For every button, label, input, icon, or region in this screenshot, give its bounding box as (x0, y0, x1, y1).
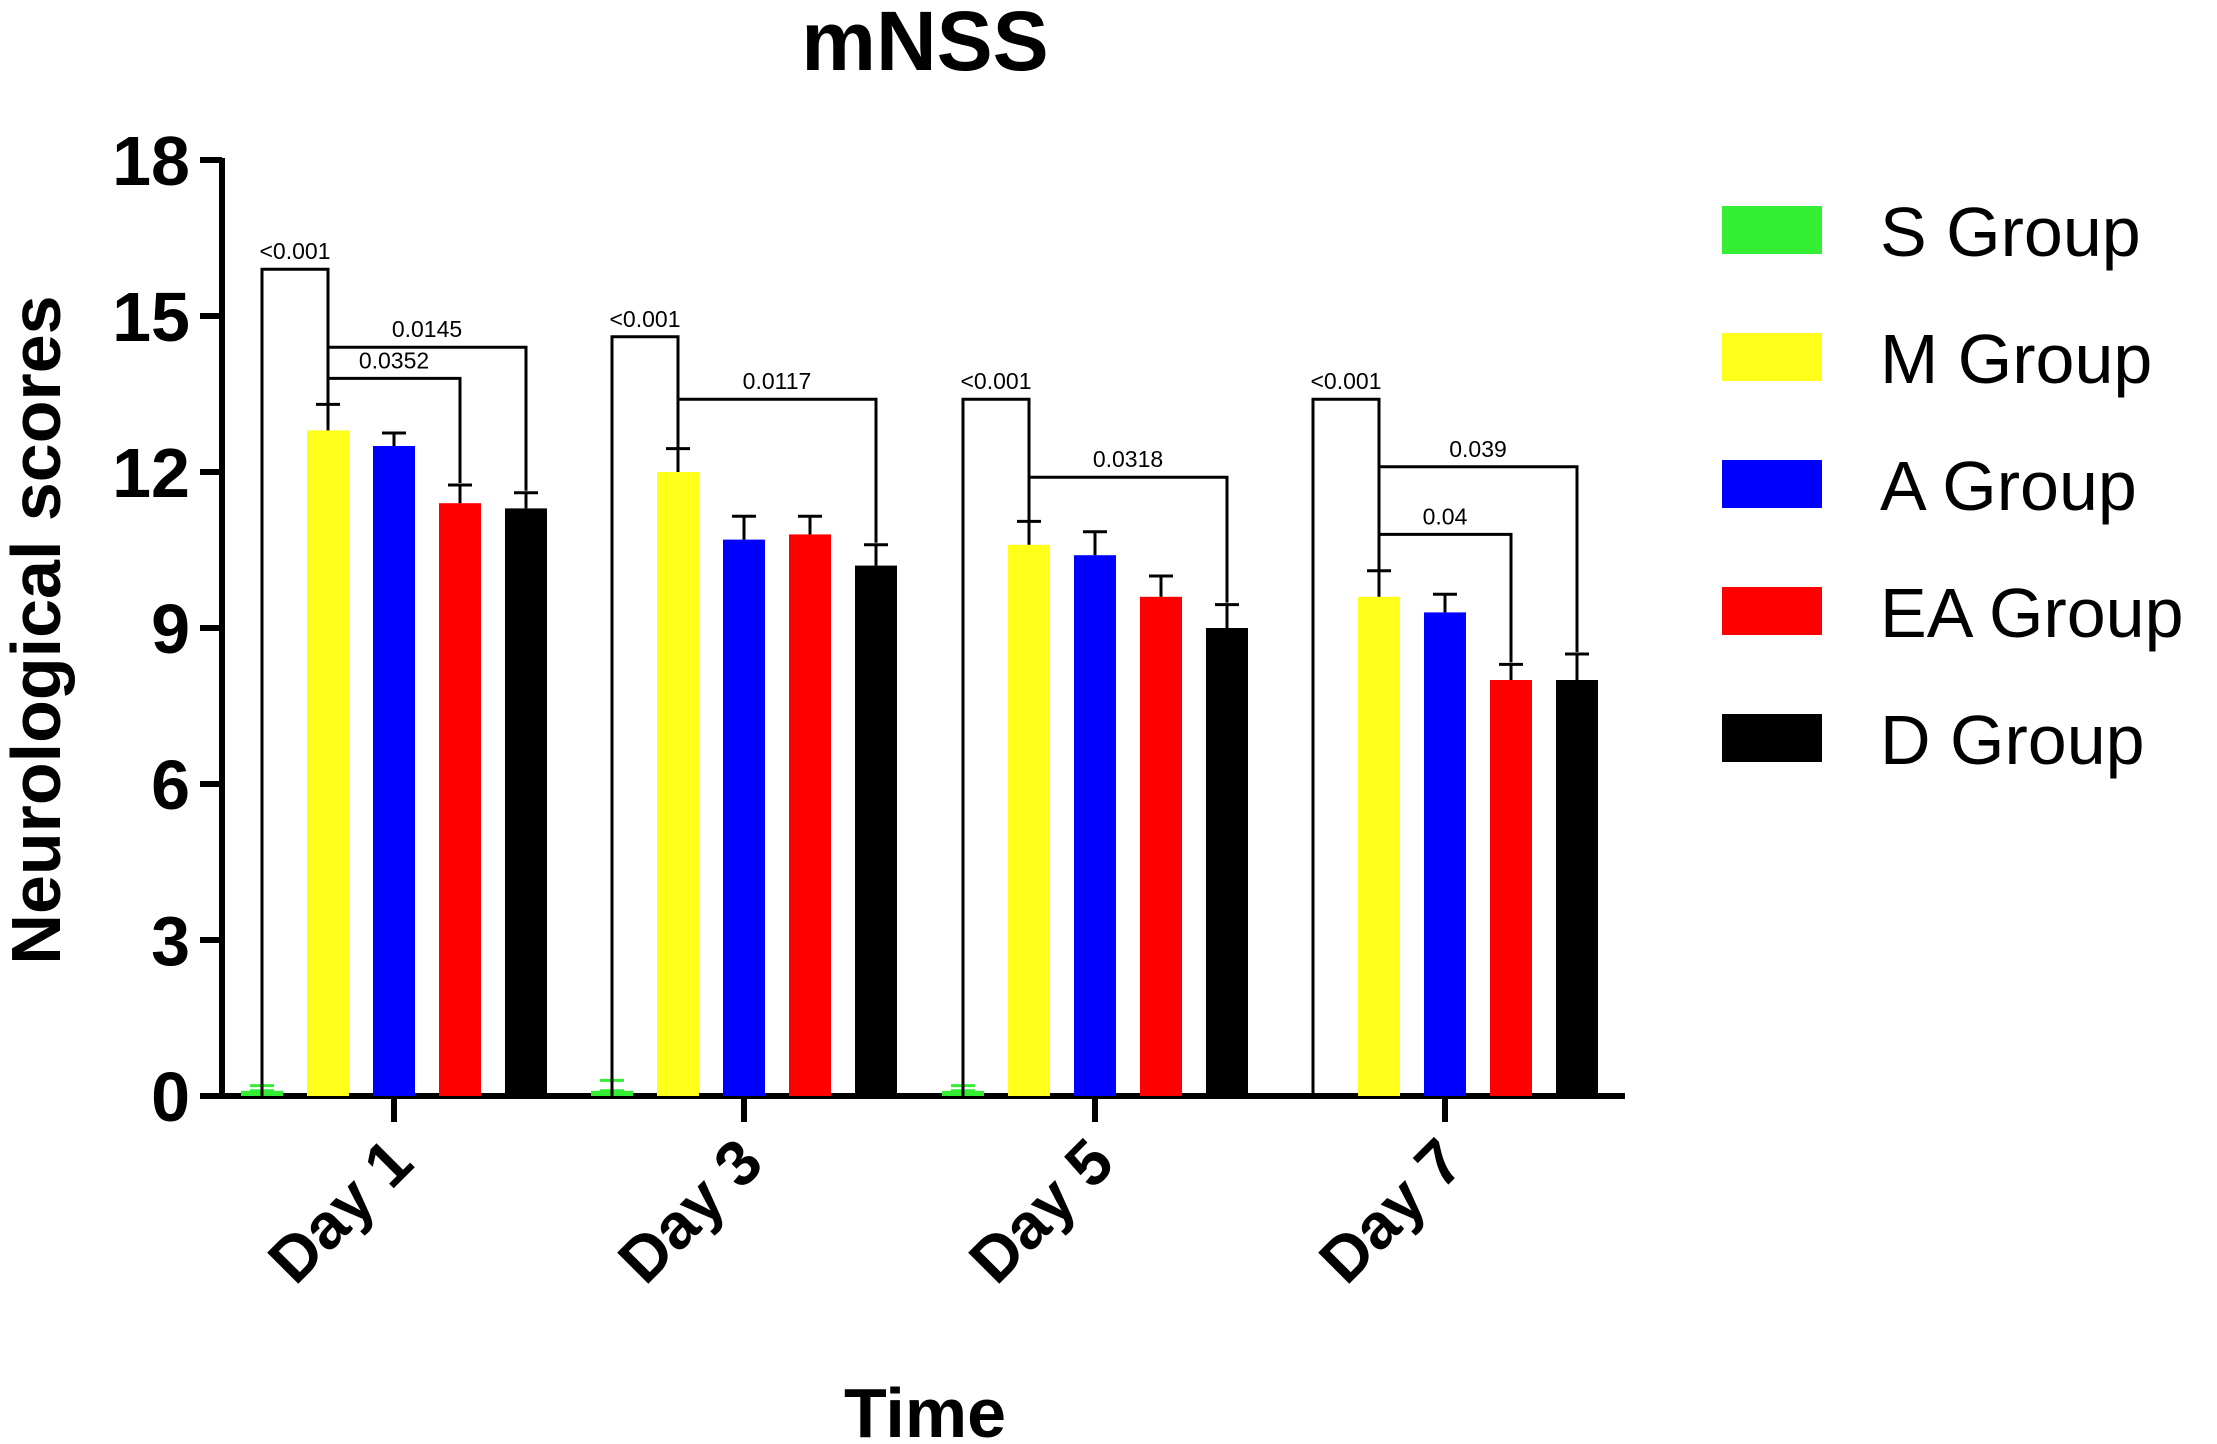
bar-ea-group (789, 534, 831, 1096)
y-tick-label: 3 (151, 902, 190, 980)
significance-label: 0.0117 (743, 368, 812, 394)
legend-swatch (1722, 206, 1822, 254)
legend-label: S Group (1880, 193, 2141, 271)
bar-a-group (1074, 555, 1116, 1096)
x-axis-label: Time (844, 1374, 1006, 1444)
y-tick-label: 9 (151, 590, 190, 668)
bar-d-group (1556, 680, 1598, 1096)
significance-bracket (326, 376, 462, 483)
significance-bracket (1377, 465, 1579, 652)
significance-label: 0.04 (1423, 503, 1468, 529)
y-tick-label: 18 (112, 122, 190, 200)
bar-d-group (1206, 628, 1248, 1096)
legend: S Group M Group A Group EA Group D Group (1722, 193, 2184, 779)
significance-label: <0.001 (610, 306, 681, 332)
bar-a-group (723, 539, 765, 1096)
bar-a-group (373, 446, 415, 1096)
legend-label: M Group (1880, 320, 2152, 398)
significance-bracket (326, 345, 528, 491)
bar-m-group (1358, 596, 1400, 1096)
bar-d-group (505, 508, 547, 1096)
significance-bracket (676, 397, 878, 543)
significance-bracket (1377, 532, 1513, 663)
plot-area: 0 3 6 9 12 15 18 Day 1 Day 3 Day 5 Day 7 <0.001 0.01… (112, 122, 1625, 1297)
y-tick-label: 6 (151, 746, 190, 824)
bar-m-group (657, 472, 699, 1096)
significance-bracket (260, 267, 330, 1096)
legend-swatch (1722, 587, 1822, 635)
significance-label: <0.001 (961, 368, 1032, 394)
significance-bracket (961, 397, 1031, 1096)
significance-label: 0.0145 (392, 316, 462, 342)
significance-label: 0.0352 (359, 347, 429, 373)
bar-m-group (307, 430, 349, 1096)
significance-label: <0.001 (260, 238, 331, 264)
legend-label: A Group (1880, 447, 2137, 525)
legend-label: EA Group (1880, 574, 2184, 652)
bar-m-group (1008, 544, 1050, 1096)
bar-ea-group (1490, 680, 1532, 1096)
bar-d-group (855, 565, 897, 1096)
legend-swatch (1722, 714, 1822, 762)
significance-bracket (1027, 475, 1229, 603)
y-tick-label: 12 (112, 434, 190, 512)
bar-ea-group (439, 503, 481, 1096)
bar-a-group (1424, 612, 1466, 1096)
significance-label: <0.001 (1311, 368, 1382, 394)
x-tick-label: Day 3 (604, 1125, 776, 1297)
legend-swatch (1722, 460, 1822, 508)
chart-title: mNSS (801, 0, 1048, 88)
significance-label: 0.039 (1449, 436, 1507, 462)
legend-swatch (1722, 333, 1822, 381)
significance-bracket (610, 335, 680, 1096)
bar-ea-group (1140, 596, 1182, 1096)
significance-label: 0.0318 (1093, 446, 1163, 472)
y-tick-label: 15 (112, 278, 190, 356)
x-tick-label: Day 5 (955, 1125, 1127, 1297)
y-tick-label: 0 (151, 1058, 190, 1136)
x-tick-label: Day 1 (254, 1125, 426, 1297)
y-axis-label: Neurological scores (0, 295, 75, 964)
x-tick-label: Day 7 (1305, 1125, 1477, 1297)
legend-label: D Group (1880, 701, 2145, 779)
